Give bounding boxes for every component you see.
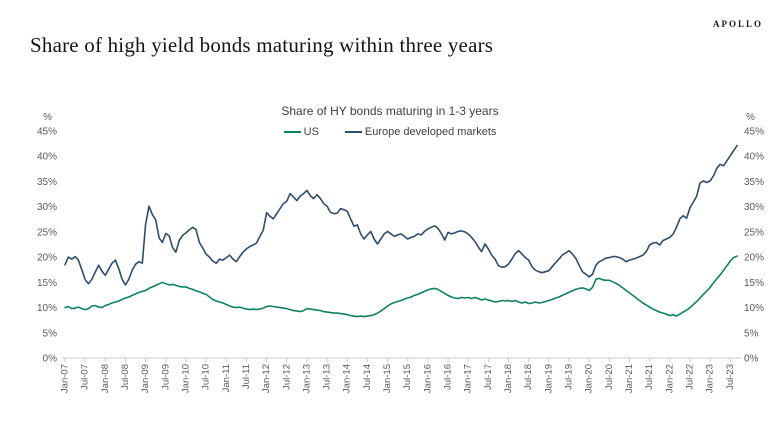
plot-area: Jan-07 Jul-07 Jan-08 Jul-08 Jan-09 Jul-09 Jan-… — [37, 112, 764, 393]
svg-text:15%: 15% — [37, 278, 57, 289]
svg-text:Jul-14: Jul-14 — [362, 364, 373, 390]
svg-text:Jan-17: Jan-17 — [463, 364, 474, 393]
svg-text:%: % — [43, 112, 52, 123]
svg-text:0%: 0% — [43, 354, 58, 365]
svg-text:Jan-12: Jan-12 — [261, 364, 272, 393]
svg-text:Jul-16: Jul-16 — [443, 364, 454, 390]
series-europe-line — [64, 144, 738, 286]
series-us-line — [64, 255, 738, 318]
europe-line-swatch — [344, 131, 362, 133]
svg-text:45%: 45% — [744, 127, 764, 138]
svg-text:30%: 30% — [744, 202, 764, 213]
svg-text:Jan-18: Jan-18 — [503, 364, 514, 393]
svg-text:Jan-09: Jan-09 — [140, 364, 151, 393]
svg-text:Jul-22: Jul-22 — [684, 364, 695, 390]
svg-text:Jan-10: Jan-10 — [180, 364, 191, 393]
svg-text:Jul-15: Jul-15 — [402, 364, 413, 390]
legend-label-europe: Europe developed markets — [364, 126, 497, 138]
svg-text:Jan-15: Jan-15 — [382, 364, 393, 393]
legend-item-us: US — [283, 126, 319, 138]
chart-title: Share of HY bonds maturing in 1-3 years — [281, 104, 499, 118]
svg-text:15%: 15% — [744, 278, 764, 289]
svg-text:Jul-23: Jul-23 — [725, 364, 736, 390]
svg-text:%: % — [746, 112, 755, 123]
svg-text:Jul-09: Jul-09 — [160, 364, 171, 390]
svg-text:0%: 0% — [744, 354, 759, 365]
svg-text:Jan-23: Jan-23 — [705, 364, 716, 393]
svg-text:5%: 5% — [43, 328, 58, 339]
svg-text:Jan-16: Jan-16 — [422, 364, 433, 393]
svg-text:5%: 5% — [744, 328, 759, 339]
svg-text:Jul-21: Jul-21 — [644, 364, 655, 390]
svg-text:Jul-19: Jul-19 — [564, 364, 575, 390]
svg-text:35%: 35% — [744, 177, 764, 188]
apollo-logo: APOLLO — [712, 19, 763, 29]
y-axis-right: 0% 5% 10% 15% 20% 25% 30% 35% 40% 45%% — [744, 112, 764, 365]
svg-text:Jan-07: Jan-07 — [60, 364, 71, 393]
y-axis-left: 0% 5% 10% 15% 20% 25% 30% 35% 40% 45%% — [37, 112, 57, 365]
svg-text:Jul-12: Jul-12 — [281, 364, 292, 390]
svg-text:Jan-22: Jan-22 — [664, 364, 675, 393]
svg-text:Jul-17: Jul-17 — [483, 364, 494, 390]
svg-text:25%: 25% — [744, 227, 764, 238]
svg-text:45%: 45% — [37, 127, 57, 138]
svg-text:30%: 30% — [37, 202, 57, 213]
svg-text:Jul-07: Jul-07 — [80, 364, 91, 390]
svg-text:20%: 20% — [744, 253, 764, 264]
svg-text:Jul-13: Jul-13 — [322, 364, 333, 390]
svg-text:Jan-08: Jan-08 — [100, 364, 111, 393]
svg-text:Jul-08: Jul-08 — [120, 364, 131, 390]
svg-text:10%: 10% — [744, 303, 764, 314]
svg-text:Jan-20: Jan-20 — [584, 364, 595, 393]
svg-text:25%: 25% — [37, 227, 57, 238]
svg-text:Jul-10: Jul-10 — [201, 364, 212, 390]
page-title: Share of high yield bonds maturing withi… — [30, 33, 494, 57]
svg-text:Jul-20: Jul-20 — [604, 364, 615, 390]
svg-text:Jan-11: Jan-11 — [221, 364, 232, 392]
svg-text:40%: 40% — [37, 152, 57, 163]
svg-text:10%: 10% — [37, 303, 57, 314]
svg-text:35%: 35% — [37, 177, 57, 188]
svg-text:20%: 20% — [37, 253, 57, 264]
legend-item-europe: Europe developed markets — [344, 126, 497, 138]
svg-text:Jul-11: Jul-11 — [241, 364, 252, 389]
legend-label-us: US — [303, 126, 319, 138]
svg-text:Jul-18: Jul-18 — [523, 364, 534, 390]
chart-legend: US Europe developed markets — [0, 126, 780, 138]
svg-text:Jan-14: Jan-14 — [342, 364, 353, 393]
svg-text:Jan-21: Jan-21 — [624, 364, 635, 393]
svg-text:40%: 40% — [744, 152, 764, 163]
svg-text:Jan-19: Jan-19 — [543, 364, 554, 393]
svg-text:Jan-13: Jan-13 — [301, 364, 312, 393]
x-axis: Jan-07 Jul-07 Jan-08 Jul-08 Jan-09 Jul-09 Jan-… — [60, 357, 741, 393]
us-line-swatch — [283, 131, 301, 133]
